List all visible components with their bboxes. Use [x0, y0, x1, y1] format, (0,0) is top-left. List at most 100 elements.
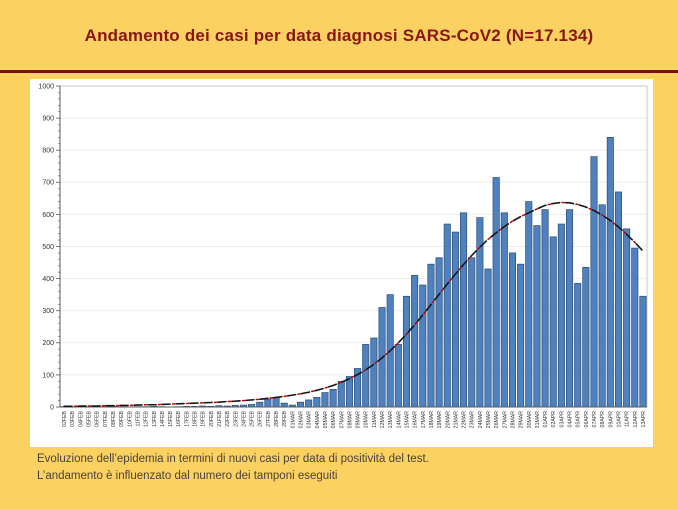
x-tick-label: 24FEB	[241, 410, 247, 426]
bar	[492, 177, 500, 408]
bar	[443, 223, 451, 408]
bar	[427, 263, 435, 408]
bar	[639, 295, 647, 408]
bar	[460, 212, 468, 408]
title-divider	[0, 70, 678, 73]
x-tick-label: 13FEB	[152, 410, 158, 426]
x-tick-label: 21FEB	[217, 410, 223, 426]
y-tick-label: 700	[42, 180, 54, 187]
bar	[313, 397, 321, 408]
x-tick-label: 08FEB	[111, 410, 117, 426]
x-tick-label: 02APR	[551, 411, 557, 428]
x-tick-label: 16FEB	[176, 410, 182, 426]
bar	[574, 283, 582, 408]
x-tick-label: 12MAR	[380, 411, 386, 429]
bar	[362, 344, 370, 408]
bar	[517, 263, 525, 408]
bar	[598, 204, 606, 408]
trend-curve-accent	[63, 201, 644, 408]
x-tick-label: 11FEB	[135, 410, 141, 426]
x-tick-label: 09APR	[608, 411, 614, 428]
bar	[305, 399, 313, 408]
x-tick-label: 13APR	[641, 411, 647, 428]
bar	[623, 228, 631, 408]
x-tick-label: 13MAR	[388, 411, 394, 429]
bar	[264, 398, 272, 408]
bar	[394, 344, 402, 408]
x-tick-label: 28MAR	[510, 411, 516, 429]
x-tick-label: 12FEB	[144, 410, 150, 426]
x-tick-label: 17FEB	[184, 410, 190, 426]
x-tick-label: 21MAR	[453, 411, 459, 429]
x-tick-label: 29MAR	[519, 411, 525, 429]
cases-bar-chart: 0 100 200 300 400 500 600 700 800 900 1000 02FEB 03F…	[38, 83, 648, 429]
bar	[411, 275, 419, 408]
y-tick-label: 900	[42, 116, 54, 123]
x-tick-label: 18FEB	[193, 410, 199, 426]
x-tick-label: 09FEB	[119, 410, 125, 426]
x-tick-label: 20MAR	[445, 411, 451, 429]
x-tick-label: 16MAR	[413, 411, 419, 429]
bar	[590, 156, 598, 408]
y-tick-label: 100	[42, 372, 54, 379]
x-tick-label: 02MAR	[299, 411, 305, 429]
page-title: Andamento dei casi per data diagnosi SAR…	[84, 26, 594, 45]
bar	[606, 137, 614, 408]
x-tick-label: 09MAR	[356, 411, 362, 429]
x-tick-label: 05APR	[576, 411, 582, 428]
bar	[557, 223, 565, 408]
bar	[582, 267, 590, 408]
x-tick-label: 26FEB	[258, 410, 264, 426]
bar	[525, 201, 533, 408]
bar	[321, 392, 329, 408]
x-tick-label: 10APR	[616, 411, 622, 428]
trend-curve	[63, 201, 644, 408]
bar	[435, 257, 443, 408]
x-tick-label: 27FEB	[266, 410, 272, 426]
bar	[508, 252, 517, 408]
y-tick-label: 200	[42, 340, 54, 347]
x-tick-label: 06MAR	[331, 411, 337, 429]
y-tick-label: 1000	[38, 83, 54, 90]
y-tick-label: 0	[50, 404, 54, 411]
x-tick-label: 05MAR	[323, 411, 329, 429]
x-tick-label: 23FEB	[233, 410, 239, 426]
bar	[272, 397, 280, 408]
x-tick-label: 26MAR	[494, 411, 500, 429]
x-tick-label: 25FEB	[250, 410, 256, 426]
x-tick-label: 28FEB	[274, 410, 280, 426]
bar	[337, 380, 345, 408]
bar	[451, 231, 459, 408]
bar	[345, 376, 353, 408]
x-tick-label: 07MAR	[339, 411, 345, 429]
caption-line-2: L’andamento è influenzato dal numero dei…	[37, 470, 338, 482]
x-tick-label: 22FEB	[225, 410, 231, 426]
bar	[329, 388, 337, 408]
x-tick-label: 08MAR	[347, 411, 353, 429]
x-tick-label: 30MAR	[527, 411, 533, 429]
x-tick-label: 05FEB	[87, 410, 93, 426]
bar	[541, 209, 549, 408]
x-tick-label: 19MAR	[437, 411, 443, 429]
cases-chart-panel: 0 100 200 300 400 500 600 700 800 900 1000 02FEB 03F…	[30, 79, 653, 447]
x-tick-label: 31MAR	[535, 411, 541, 429]
y-tick-label: 500	[42, 244, 54, 251]
x-tick-label: 01MAR	[290, 411, 296, 429]
y-tick-label: 300	[42, 308, 54, 315]
x-tick-label: 14FEB	[160, 410, 166, 426]
x-tick-label: 11APR	[625, 411, 631, 427]
bar	[549, 236, 557, 408]
x-tick-label: 15FEB	[168, 410, 174, 426]
bar	[370, 337, 378, 408]
y-tick-label: 400	[42, 276, 54, 283]
caption-line-1: Evoluzione dell’epidemia in termini di n…	[37, 453, 429, 465]
x-tick-label: 04APR	[568, 411, 574, 428]
x-tick-label: 23MAR	[470, 411, 476, 429]
x-tick-label: 20FEB	[209, 410, 215, 426]
bar	[468, 257, 476, 408]
x-tick-label: 10FEB	[127, 410, 133, 426]
x-tick-label: 03FEB	[70, 410, 76, 426]
x-tick-label: 25MAR	[486, 411, 492, 429]
x-tick-label: 24MAR	[478, 411, 484, 429]
bar	[256, 401, 264, 408]
